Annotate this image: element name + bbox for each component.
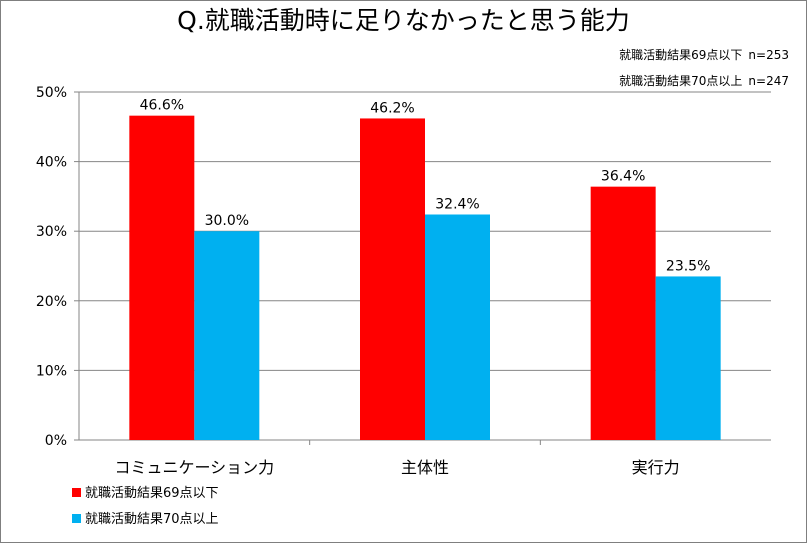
bar-series-1	[590, 186, 656, 440]
y-tick-label: 40%	[36, 155, 67, 171]
sample-size-note-2: 就職活動結果70点以上 n=247	[619, 74, 789, 88]
sample-size-note-1-label: 就職活動結果69点以下	[619, 48, 743, 62]
legend-swatch-series-1	[72, 488, 81, 497]
bar-series-2	[425, 214, 490, 440]
data-label: 46.2%	[370, 100, 414, 116]
y-tick-label: 10%	[36, 363, 67, 379]
data-label: 23.5%	[666, 258, 710, 274]
y-tick-label: 30%	[36, 224, 67, 240]
data-label: 36.4%	[601, 169, 645, 185]
x-category-label: 主体性	[401, 458, 449, 477]
legend-item-series-1: 就職活動結果69点以下	[72, 486, 219, 502]
x-category-label: 実行力	[632, 458, 680, 477]
bar-series-2	[194, 231, 260, 440]
legend-label-series-2: 就職活動結果70点以上	[85, 512, 219, 527]
x-category-label: コミュニケーション力	[114, 458, 274, 477]
data-label: 46.6%	[140, 98, 184, 114]
bar-series-2	[655, 276, 721, 440]
y-tick-label: 50%	[36, 85, 67, 101]
y-tick-label: 20%	[36, 294, 67, 310]
bar-series-1	[129, 115, 195, 440]
legend-swatch-series-2	[72, 514, 81, 523]
chart-title: Q.就職活動時に足りなかったと思う能力	[177, 6, 630, 35]
data-label: 30.0%	[205, 213, 249, 229]
y-tick-label: 0%	[45, 433, 67, 449]
sample-size-note-1-n: n=253	[748, 48, 789, 62]
data-label: 32.4%	[435, 196, 479, 212]
bar-series-1	[360, 118, 425, 440]
sample-size-note-2-n: n=247	[748, 74, 789, 88]
legend-label-series-1: 就職活動結果69点以下	[85, 486, 219, 501]
legend-item-series-2: 就職活動結果70点以上	[72, 512, 219, 528]
sample-size-note-2-label: 就職活動結果70点以上	[619, 74, 743, 88]
sample-size-note-1: 就職活動結果69点以下 n=253	[619, 48, 789, 62]
